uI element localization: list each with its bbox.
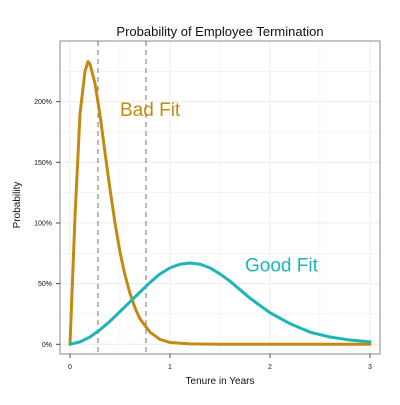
y-tick-label: 50% bbox=[38, 281, 52, 288]
x-tick-label: 0 bbox=[68, 364, 72, 371]
x-axis-label: Tenure in Years bbox=[186, 376, 255, 387]
y-tick-label: 200% bbox=[34, 99, 52, 106]
plot-frame bbox=[59, 40, 381, 355]
y-tick-label: 0% bbox=[42, 342, 52, 349]
bad-fit-series-line bbox=[68, 60, 372, 346]
good-fit-series-line bbox=[68, 261, 372, 346]
y-tick-label: 100% bbox=[34, 220, 52, 227]
y-axis-label: Probability bbox=[12, 182, 23, 229]
good-fit-label: Good Fit bbox=[245, 256, 319, 277]
chart-title: Probability of Employee Termination bbox=[116, 24, 323, 39]
x-tick-label: 3 bbox=[368, 364, 372, 371]
bad-fit-label: Bad Fit bbox=[120, 100, 181, 121]
plot-layer: 0 1 2 3 0% 50% 100% 150% 200% Bad Fit Good Fit bbox=[34, 40, 381, 371]
x-tick-label: 1 bbox=[168, 364, 172, 371]
y-tick-label: 150% bbox=[34, 160, 52, 167]
x-tick-label: 2 bbox=[268, 364, 272, 371]
